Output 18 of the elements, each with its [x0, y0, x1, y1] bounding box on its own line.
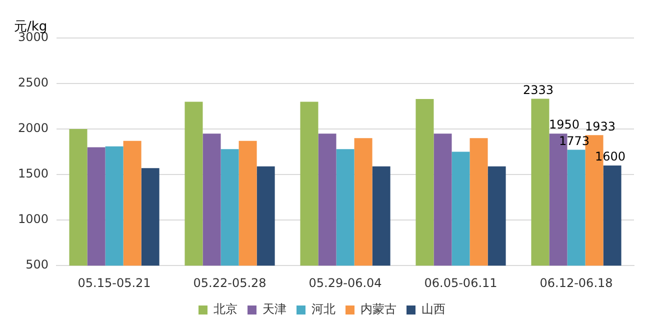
legend-label: 山西 — [422, 302, 446, 316]
data-label: 1933 — [584, 119, 616, 134]
legend-label: 河北 — [312, 302, 336, 316]
x-tick-label: 05.22-05.28 — [193, 276, 266, 290]
x-tick-label: 05.15-05.21 — [78, 276, 151, 290]
legend-label: 北京 — [214, 302, 238, 316]
data-label: 1950 — [548, 118, 580, 132]
y-tick-label: 500 — [26, 258, 49, 272]
legend-label: 天津 — [262, 302, 286, 316]
y-tick-label: 1500 — [18, 166, 49, 181]
y-tick-label: 1000 — [18, 212, 49, 226]
x-tick-label: 06.12-06.18 — [540, 276, 613, 290]
x-tick-label: 06.05-06.11 — [424, 276, 498, 290]
y-tick-label: 2500 — [18, 76, 49, 90]
legend-label: 内蒙古 — [360, 302, 396, 316]
y-tick-label: 2000 — [18, 121, 49, 136]
data-label: 2333 — [522, 82, 554, 97]
x-tick-label: 05.29-06.04 — [308, 276, 382, 290]
